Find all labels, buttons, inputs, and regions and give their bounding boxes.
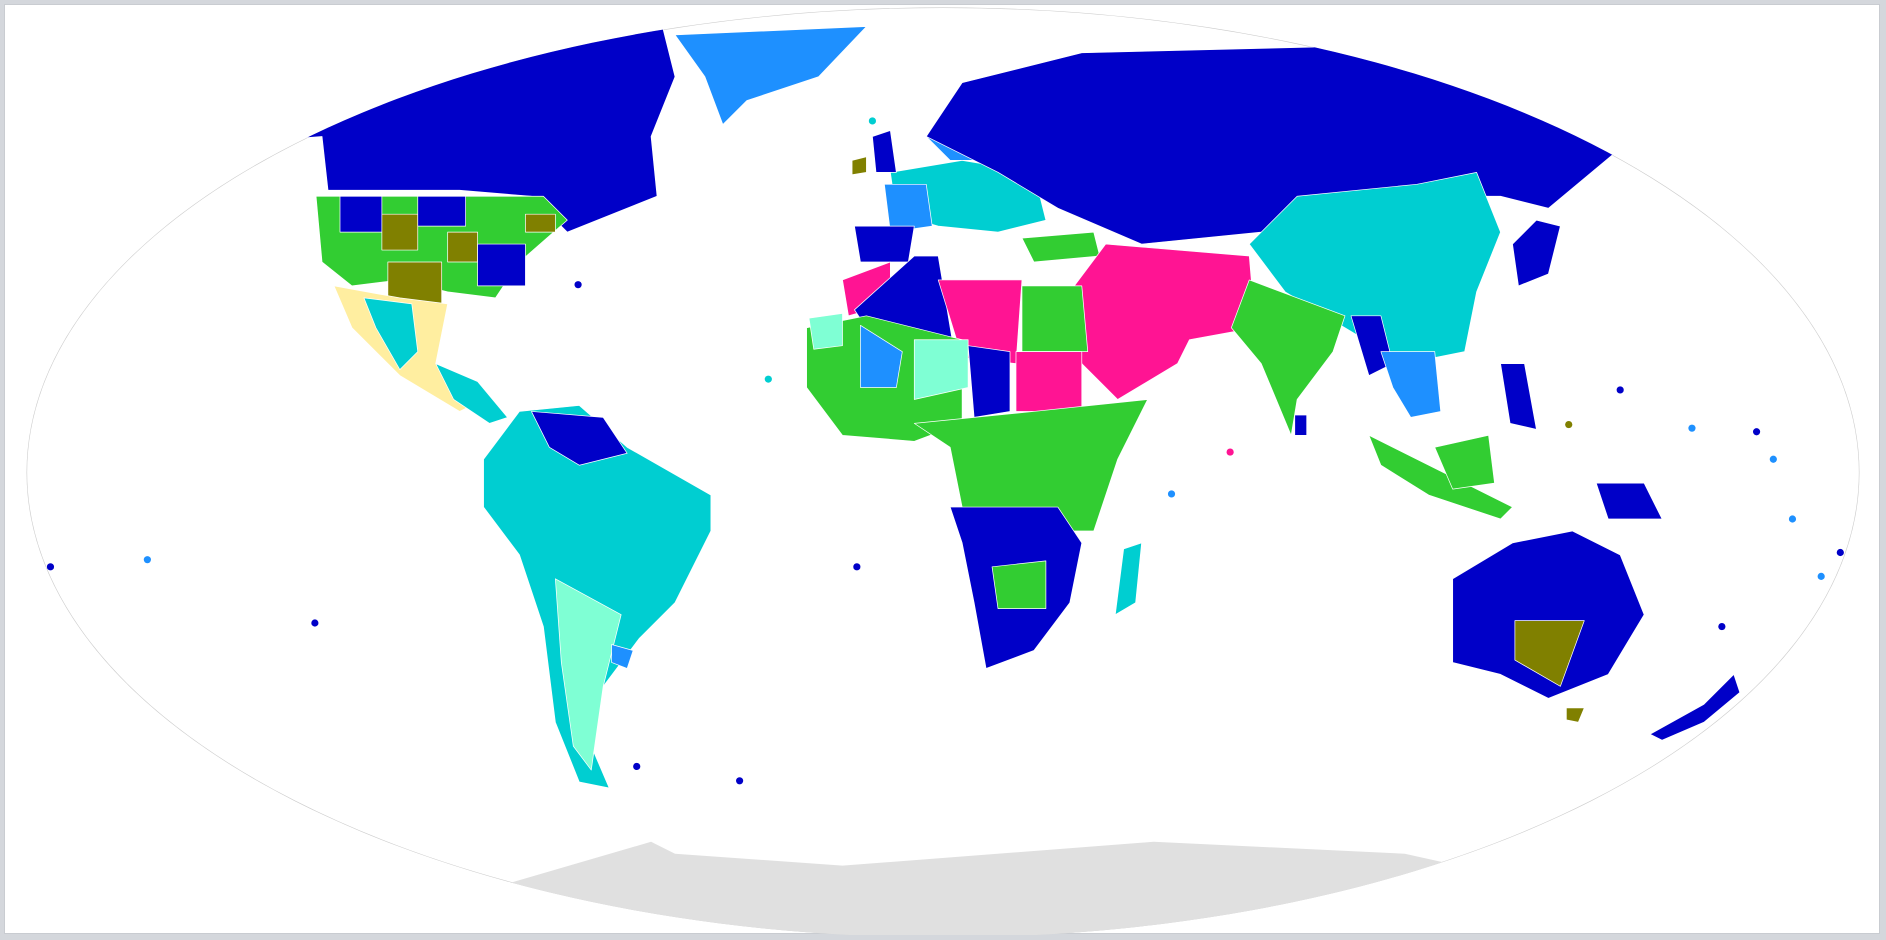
sudan[interactable] [1015, 351, 1083, 412]
uruguay[interactable] [611, 644, 634, 669]
central-america[interactable] [435, 363, 508, 424]
japan[interactable] [1512, 219, 1561, 287]
tasmania[interactable] [1565, 707, 1585, 723]
world-map [26, 7, 1860, 935]
ireland[interactable] [851, 156, 867, 176]
philippines[interactable] [1500, 363, 1537, 430]
western-sahara[interactable] [808, 313, 843, 350]
australia[interactable] [1452, 530, 1645, 699]
us-states-group-f[interactable] [477, 243, 526, 287]
western-europe[interactable] [884, 183, 933, 233]
antarctica [387, 841, 1513, 935]
chad[interactable] [967, 345, 1011, 418]
india[interactable] [1230, 279, 1346, 436]
us-states-group-d[interactable] [387, 261, 443, 305]
south-australia[interactable] [1514, 620, 1585, 687]
venezuela-guianas[interactable] [531, 411, 628, 466]
small-islands [46, 117, 1844, 785]
greenland[interactable] [674, 26, 867, 125]
southeast-asia[interactable] [1380, 351, 1442, 418]
new-zealand[interactable] [1649, 674, 1741, 741]
us-states-group-e[interactable] [447, 231, 478, 263]
indonesia-west[interactable] [1368, 434, 1513, 520]
map-frame [4, 4, 1880, 935]
madagascar[interactable] [1114, 542, 1142, 615]
botswana-zambia[interactable] [991, 560, 1047, 610]
us-states-group-a[interactable] [339, 195, 383, 233]
us-states-group-c[interactable] [417, 195, 466, 227]
niger[interactable] [913, 339, 969, 400]
us-states-group-g[interactable] [525, 213, 556, 233]
mali[interactable] [860, 325, 903, 388]
mexico-states[interactable] [363, 297, 419, 370]
sri-lanka[interactable] [1294, 414, 1308, 436]
borneo[interactable] [1434, 434, 1495, 490]
argentina[interactable] [554, 578, 622, 771]
spain[interactable] [854, 225, 915, 263]
us-states-group-b[interactable] [381, 213, 419, 251]
uk[interactable] [872, 130, 897, 173]
papua-new-guinea[interactable] [1595, 482, 1663, 520]
egypt[interactable] [1021, 285, 1089, 353]
